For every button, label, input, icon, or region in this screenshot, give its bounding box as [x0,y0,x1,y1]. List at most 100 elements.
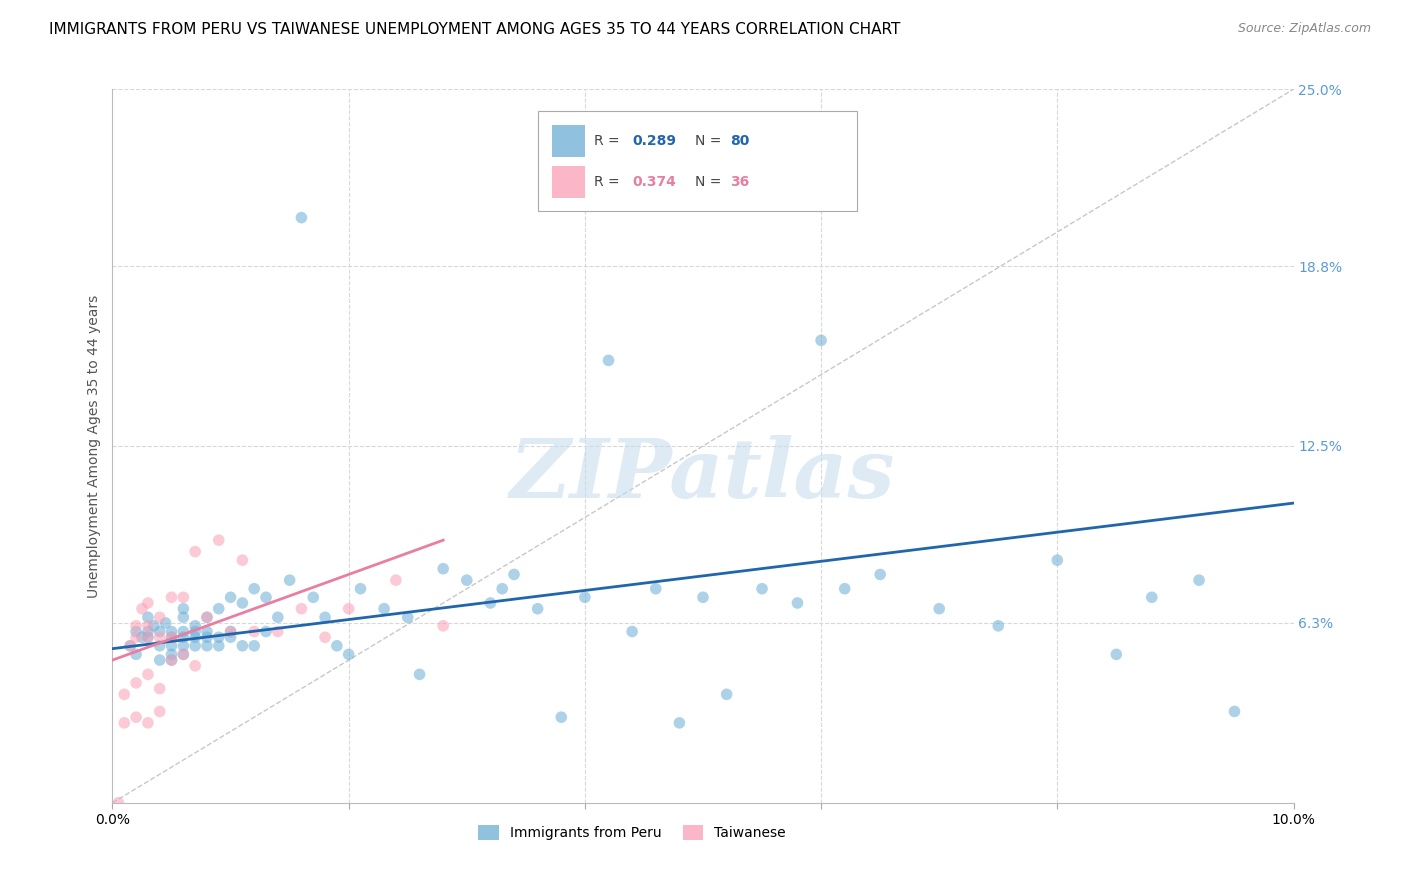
Point [142,619,165,633]
Text: 36: 36 [730,175,749,189]
Point [751,582,773,596]
Point [810,334,832,348]
Point [267,610,290,624]
Point [149,705,172,719]
Point [219,591,242,605]
Point [136,596,159,610]
Point [208,533,231,548]
Point [125,624,148,639]
Point [491,582,513,596]
Point [314,630,336,644]
Text: N =: N = [695,135,725,148]
Point [267,624,290,639]
Point [314,610,336,624]
Point [1223,705,1246,719]
Point [385,573,408,587]
Point [120,639,142,653]
Text: R =: R = [595,175,624,189]
Point [160,653,183,667]
Point [184,624,207,639]
Point [125,619,148,633]
Point [208,601,231,615]
Point [869,567,891,582]
Point [231,639,253,653]
Legend: Immigrants from Peru, Taiwanese: Immigrants from Peru, Taiwanese [472,820,792,846]
Point [195,610,218,624]
Point [195,630,218,644]
Point [125,710,148,724]
Point [928,601,950,615]
Point [184,544,207,558]
Y-axis label: Unemployment Among Ages 35 to 44 years: Unemployment Among Ages 35 to 44 years [87,294,101,598]
Point [125,676,148,690]
Text: IMMIGRANTS FROM PERU VS TAIWANESE UNEMPLOYMENT AMONG AGES 35 TO 44 YEARS CORRELA: IMMIGRANTS FROM PERU VS TAIWANESE UNEMPL… [49,22,901,37]
Point [1105,648,1128,662]
Point [125,630,148,644]
Point [172,648,194,662]
Point [254,591,277,605]
Point [160,653,183,667]
Point [526,601,548,615]
Point [302,591,325,605]
Point [692,591,714,605]
Point [172,630,194,644]
Point [160,639,183,653]
Point [160,591,183,605]
Point [136,715,159,730]
Point [716,687,738,701]
Point [184,639,207,653]
Point [337,601,360,615]
Point [155,615,177,630]
Point [184,630,207,644]
Point [644,582,666,596]
Point [373,601,395,615]
Point [621,624,644,639]
Point [149,610,172,624]
Point [160,648,183,662]
Point [1188,573,1211,587]
Point [131,630,153,644]
Point [149,639,172,653]
Point [834,582,856,596]
Point [160,624,183,639]
Text: R =: R = [595,135,624,148]
Point [243,582,266,596]
Point [136,610,159,624]
Point [503,567,526,582]
Point [184,619,207,633]
Point [254,624,277,639]
Point [149,624,172,639]
Point [131,601,153,615]
Text: 80: 80 [730,135,749,148]
Point [172,601,194,615]
Point [136,624,159,639]
Point [172,610,194,624]
Text: Source: ZipAtlas.com: Source: ZipAtlas.com [1237,22,1371,36]
Point [290,211,312,225]
Point [208,639,231,653]
Point [107,796,129,810]
Point [160,630,183,644]
Point [160,630,183,644]
Point [136,630,159,644]
Point [479,596,502,610]
Point [219,624,242,639]
Point [1140,591,1163,605]
Point [208,630,231,644]
Point [408,667,430,681]
Point [149,653,172,667]
Point [172,648,194,662]
Point [456,573,478,587]
Point [349,582,371,596]
Point [278,573,301,587]
Point [987,619,1010,633]
Text: ZIPatlas: ZIPatlas [510,434,896,515]
Text: 0.374: 0.374 [633,175,676,189]
FancyBboxPatch shape [551,125,585,157]
Point [432,562,454,576]
Point [136,619,159,633]
Point [219,630,242,644]
Point [120,639,142,653]
Point [290,601,312,615]
Point [172,624,194,639]
